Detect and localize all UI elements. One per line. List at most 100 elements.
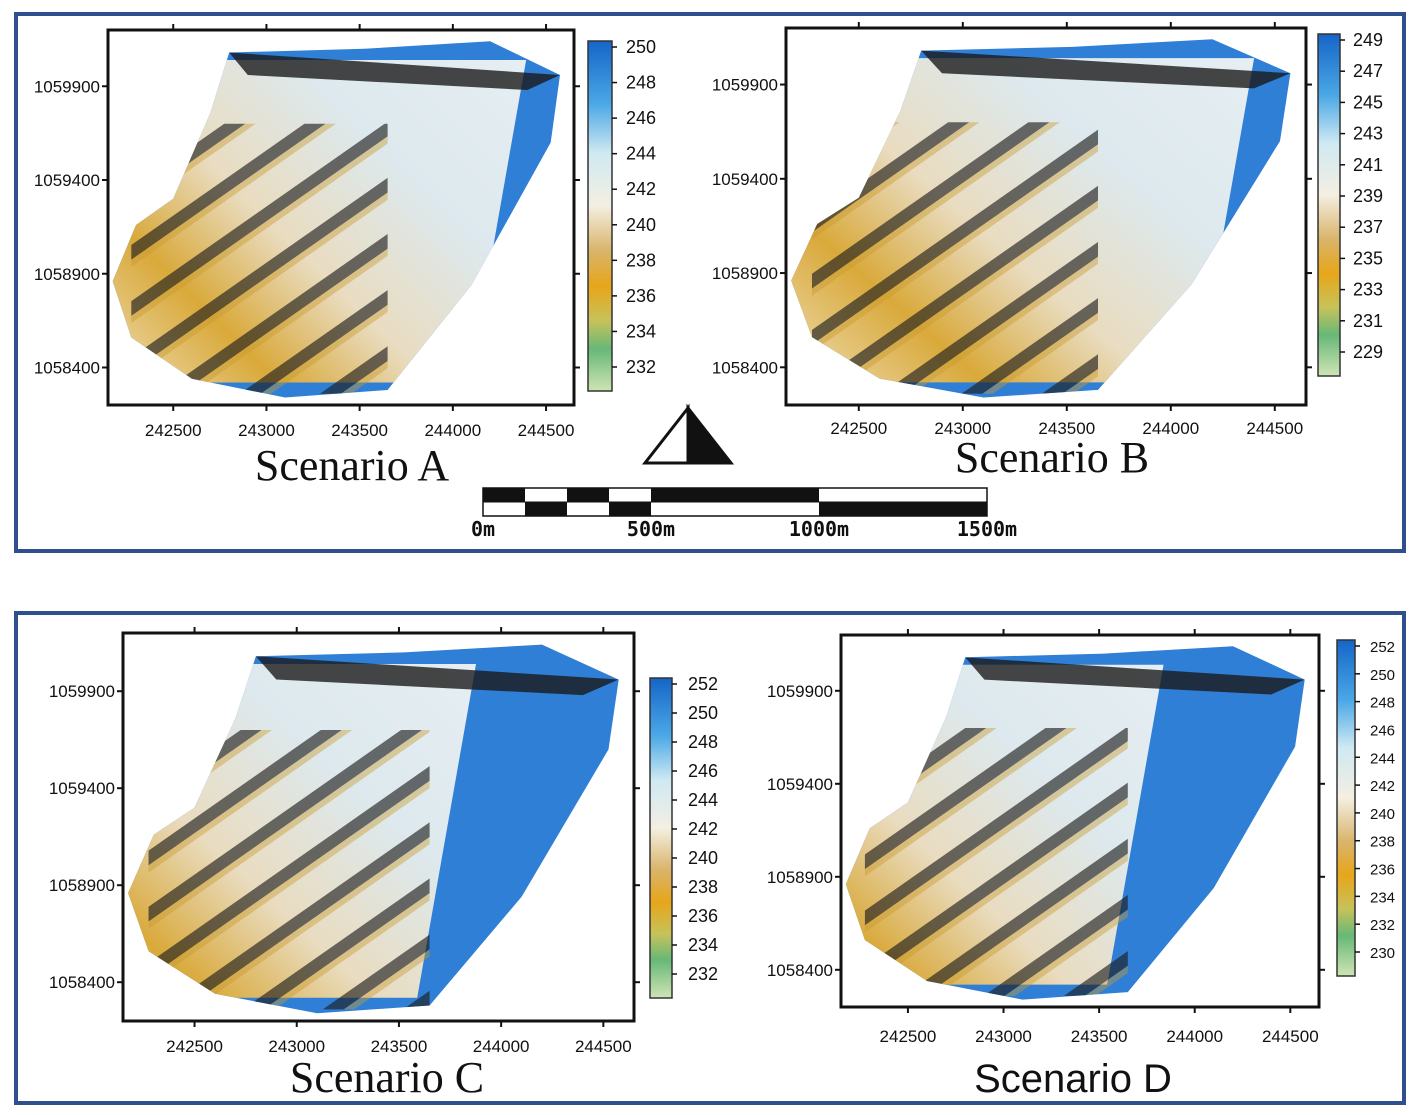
panels-layer: 242500 243000 243500 244000 244500 1059900 105… — [34, 22, 1395, 1102]
map-panel-a: 242500 243000 243500 244000 244500 1059900 105… — [34, 24, 656, 490]
x-tick-label: 244000 — [1142, 419, 1199, 438]
colorbar-label: 237 — [1353, 217, 1383, 237]
x-tick-label: 244500 — [518, 421, 575, 440]
scale-bar: 0m 500m 1000m 1500m — [471, 487, 1017, 541]
colorbar-d — [1336, 639, 1356, 977]
colorbar-c — [649, 677, 673, 999]
colorbar-label: 248 — [1370, 695, 1395, 712]
map-frame — [106, 28, 576, 407]
colorbar-label: 242 — [626, 179, 656, 199]
colorbar-label: 230 — [1370, 945, 1395, 962]
x-tick-label: 242500 — [880, 1027, 937, 1046]
scale-label-1500: 1500m — [957, 517, 1017, 541]
colorbar-label: 236 — [1370, 862, 1395, 879]
x-tick-label: 244000 — [473, 1037, 530, 1056]
x-tick-label: 242500 — [830, 419, 887, 438]
y-tick-label: 1058400 — [34, 359, 100, 378]
x-tick-label: 243000 — [238, 421, 295, 440]
colorbar-label: 249 — [1353, 30, 1383, 50]
colorbar-label: 238 — [1370, 834, 1395, 851]
colorbar-a — [587, 40, 613, 392]
scenario-title: Scenario A — [255, 441, 450, 490]
y-tick-label: 1059900 — [34, 77, 100, 96]
x-tick-label: 244500 — [1262, 1027, 1319, 1046]
colorbar-label: 243 — [1353, 124, 1383, 144]
colorbar-label: 244 — [1370, 750, 1395, 767]
colorbar-label: 233 — [1353, 280, 1383, 300]
colorbar-label: 231 — [1353, 311, 1383, 331]
north-arrow-icon — [641, 403, 735, 465]
y-tick-label: 1059900 — [767, 682, 833, 701]
map-frame — [839, 633, 1321, 1009]
colorbar-label: 242 — [688, 819, 718, 839]
x-tick-label: 243000 — [975, 1027, 1032, 1046]
scenario-title: Scenario C — [290, 1053, 484, 1102]
y-tick-label: 1058900 — [34, 265, 100, 284]
scale-label-0: 0m — [471, 517, 495, 541]
map-panel-c: 242500 243000 243500 244000 244500 1059900 105… — [49, 627, 718, 1102]
x-tick-label: 244000 — [1166, 1027, 1223, 1046]
colorbar-label: 235 — [1353, 248, 1383, 268]
y-tick-label: 1059900 — [49, 682, 115, 701]
y-tick-label: 1058400 — [712, 358, 778, 377]
colorbar-label: 252 — [688, 674, 718, 694]
x-tick-label: 242500 — [166, 1037, 223, 1056]
colorbar-label: 240 — [1370, 806, 1395, 823]
colorbar-label: 232 — [688, 964, 718, 984]
y-tick-label: 1059400 — [34, 171, 100, 190]
colorbar-label: 246 — [688, 761, 718, 781]
colorbar-label: 246 — [1370, 722, 1395, 739]
colorbar-label: 234 — [1370, 889, 1395, 906]
colorbar-label: 236 — [626, 286, 656, 306]
colorbar-label: 245 — [1353, 92, 1383, 112]
colorbar-label: 241 — [1353, 155, 1383, 175]
x-tick-label: 243000 — [934, 419, 991, 438]
y-tick-label: 1058900 — [49, 876, 115, 895]
x-tick-label: 243500 — [1071, 1027, 1128, 1046]
colorbar-label: 239 — [1353, 186, 1383, 206]
x-tick-label: 243500 — [371, 1037, 428, 1056]
y-tick-label: 1058900 — [712, 264, 778, 283]
y-tick-label: 1058400 — [767, 961, 833, 980]
colorbar-label: 242 — [1370, 778, 1395, 795]
y-tick-label: 1058400 — [49, 973, 115, 992]
scale-label-1000: 1000m — [789, 517, 849, 541]
colorbar-label: 244 — [626, 144, 656, 164]
colorbar-label: 250 — [626, 37, 656, 57]
colorbar-label: 238 — [688, 877, 718, 897]
colorbar-b — [1317, 33, 1341, 377]
y-tick-label: 1059400 — [49, 779, 115, 798]
colorbar-label: 238 — [626, 250, 656, 270]
y-tick-label: 1059900 — [712, 76, 778, 95]
colorbar-label: 248 — [626, 73, 656, 93]
x-tick-label: 244000 — [424, 421, 481, 440]
x-tick-label: 244500 — [575, 1037, 632, 1056]
colorbar-label: 232 — [1370, 917, 1395, 934]
map-frame — [784, 26, 1308, 407]
colorbar-label: 252 — [1370, 639, 1395, 656]
map-panel-b: 242500 243000 243500 244000 244500 1059900 105… — [712, 22, 1383, 482]
colorbar-label: 240 — [626, 215, 656, 235]
map-frame — [121, 631, 636, 1023]
colorbar-label: 236 — [688, 906, 718, 926]
colorbar-label: 229 — [1353, 342, 1383, 362]
y-tick-label: 1058900 — [767, 868, 833, 887]
x-tick-label: 243500 — [1038, 419, 1095, 438]
colorbar-label: 248 — [688, 732, 718, 752]
colorbar-label: 247 — [1353, 61, 1383, 81]
colorbar-label: 234 — [688, 935, 718, 955]
colorbar-label: 246 — [626, 108, 656, 128]
scale-label-500: 500m — [627, 517, 675, 541]
x-tick-label: 244500 — [1246, 419, 1303, 438]
scenario-title: Scenario B — [955, 433, 1149, 482]
colorbar-label: 240 — [688, 848, 718, 868]
x-tick-label: 242500 — [145, 421, 202, 440]
colorbar-label: 250 — [688, 703, 718, 723]
x-tick-label: 243500 — [331, 421, 388, 440]
colorbar-label: 234 — [626, 321, 656, 341]
colorbar-label: 244 — [688, 790, 718, 810]
y-tick-label: 1059400 — [712, 170, 778, 189]
y-tick-label: 1059400 — [767, 775, 833, 794]
x-tick-label: 243000 — [268, 1037, 325, 1056]
